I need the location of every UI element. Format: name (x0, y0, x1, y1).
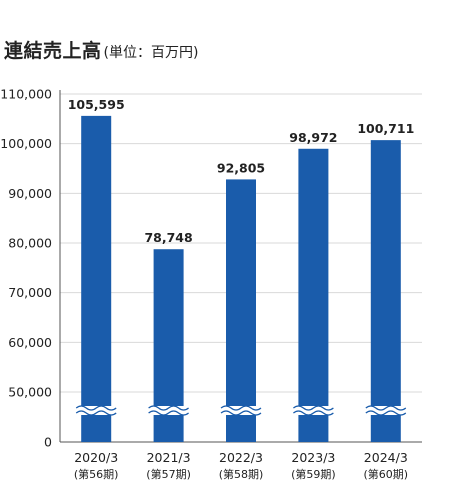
x-tick-label: 2024/3 (364, 450, 408, 465)
axis-break-mark (148, 410, 189, 416)
y-tick-label: 70,000 (8, 285, 52, 300)
x-tick-sublabel: (第56期) (74, 467, 119, 481)
bar-value-label: 100,711 (357, 121, 414, 136)
bar (81, 115, 112, 442)
x-tick-label: 2020/3 (74, 450, 118, 465)
axis-break-gap (364, 406, 407, 415)
axis-break-mark (148, 405, 189, 411)
axis-break-mark (365, 410, 407, 416)
bar-value-label: 105,595 (68, 97, 125, 112)
y-tick-label: 50,000 (8, 385, 52, 400)
chart-title-block: 連結売上高 (単位：百万円) (4, 36, 198, 63)
axis-break-mark (220, 410, 262, 416)
x-tick-label: 2022/3 (219, 450, 263, 465)
y-tick-label: 100,000 (0, 136, 52, 151)
chart-unit-label: (単位：百万円) (103, 45, 199, 61)
axis-break-mark (75, 410, 117, 416)
axis-break-mark (220, 405, 262, 411)
y-tick-label: 80,000 (8, 236, 52, 251)
bar (298, 148, 329, 442)
y-tick-label: 60,000 (8, 335, 52, 350)
y-tick-label: 90,000 (8, 186, 52, 201)
bar-value-label: 98,972 (289, 130, 337, 145)
x-tick-sublabel: (第58期) (219, 467, 264, 481)
bar (370, 140, 401, 442)
x-tick-sublabel: (第60期) (364, 467, 409, 481)
axis-break-gap (220, 406, 262, 415)
y-tick-label: 0 (44, 435, 52, 450)
chart-title: 連結売上高 (4, 40, 102, 62)
bar (226, 179, 256, 442)
axis-break-mark (293, 410, 334, 416)
x-tick-sublabel: (第59期) (291, 467, 336, 481)
x-tick-sublabel: (第57期) (146, 467, 191, 481)
axis-break-mark (293, 405, 334, 411)
axis-break-gap (147, 406, 190, 415)
y-tick-label: 110,000 (0, 87, 52, 102)
bar-value-label: 78,748 (144, 230, 192, 245)
x-tick-label: 2023/3 (291, 450, 335, 465)
axis-break-gap (75, 406, 118, 415)
axis-break-gap (292, 406, 335, 415)
axis-break-mark (75, 405, 117, 411)
bar-value-label: 92,805 (217, 160, 265, 175)
axis-break-mark (365, 405, 407, 411)
x-tick-label: 2021/3 (147, 450, 191, 465)
